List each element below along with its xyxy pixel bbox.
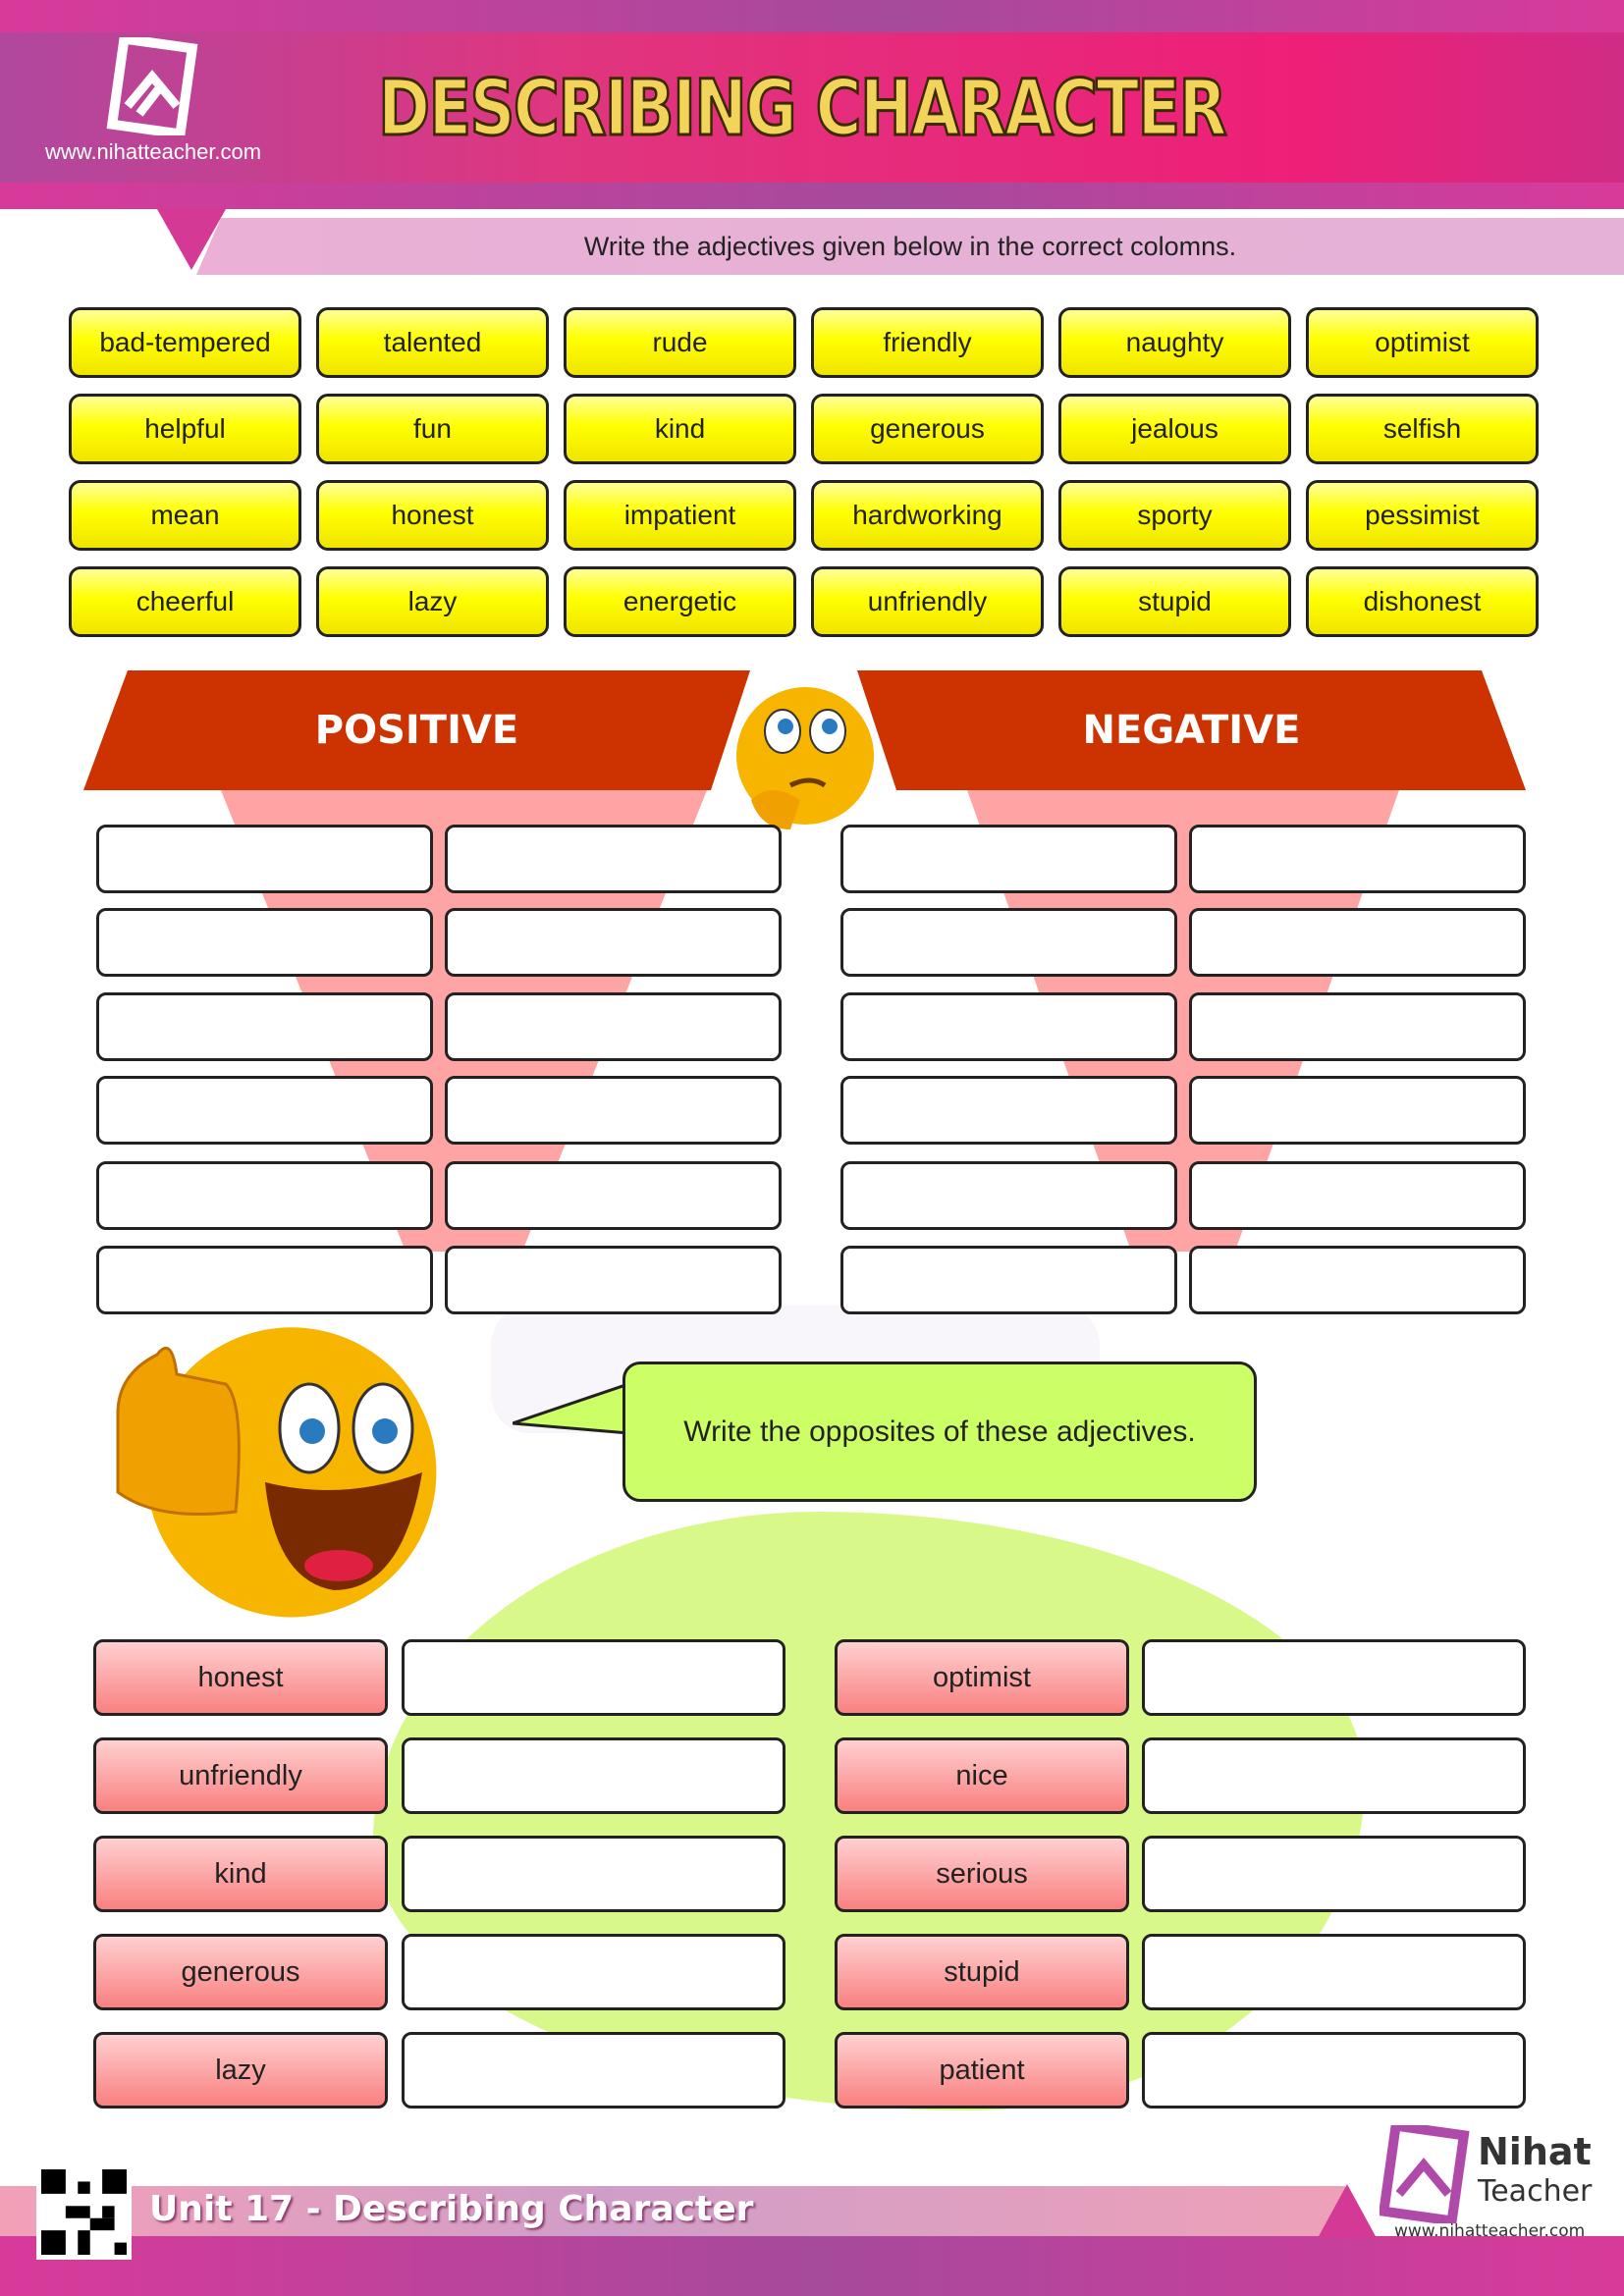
negative-answer-box[interactable] xyxy=(840,908,1177,977)
positive-answer-box[interactable] xyxy=(445,992,782,1061)
positive-label: POSITIVE xyxy=(314,708,519,753)
opposite-word-label: kind xyxy=(93,1836,388,1912)
positive-answer-box[interactable] xyxy=(96,908,433,977)
opposite-word-label: stupid xyxy=(835,1934,1129,2010)
opposites-instruction: Write the opposites of these adjectives. xyxy=(683,1415,1196,1448)
brand-subname: Teacher xyxy=(1478,2174,1593,2209)
negative-answer-box[interactable] xyxy=(1189,825,1526,893)
speech-bubble-tail xyxy=(513,1381,630,1435)
opposite-word-label: serious xyxy=(835,1836,1129,1912)
word-chip[interactable]: talented xyxy=(316,307,549,378)
word-chip[interactable]: dishonest xyxy=(1306,566,1539,637)
footer-unit-title: Unit 17 - Describing Character xyxy=(149,2189,754,2229)
word-chip[interactable]: pessimist xyxy=(1306,480,1539,551)
opposite-word-label: unfriendly xyxy=(93,1737,388,1814)
thinking-emoji-icon xyxy=(736,687,874,829)
negative-answer-box[interactable] xyxy=(1189,908,1526,977)
header-top-strip xyxy=(0,0,1624,32)
word-chip[interactable]: generous xyxy=(811,394,1044,464)
positive-answer-box[interactable] xyxy=(96,1161,433,1230)
footer-brand: Nihat Teacher www.nihatteacher.com xyxy=(1380,2125,1615,2243)
nihat-teacher-logo-icon xyxy=(1380,2125,1470,2223)
word-chip[interactable]: friendly xyxy=(811,307,1044,378)
negative-answer-box[interactable] xyxy=(1189,1246,1526,1314)
opposite-word-label: generous xyxy=(93,1934,388,2010)
negative-label: NEGATIVE xyxy=(1082,708,1301,753)
opposite-answer-box[interactable] xyxy=(402,1639,785,1716)
instruction-bar: Write the adjectives given below in the … xyxy=(196,218,1624,275)
opposite-answer-box[interactable] xyxy=(402,1836,785,1912)
word-chip[interactable]: honest xyxy=(316,480,549,551)
opposite-word-label: patient xyxy=(835,2032,1129,2109)
word-chip[interactable]: energetic xyxy=(564,566,796,637)
qr-code-icon[interactable] xyxy=(36,2164,132,2260)
word-chip[interactable]: unfriendly xyxy=(811,566,1044,637)
header-website: www.nihatteacher.com xyxy=(45,139,262,164)
header-banner xyxy=(0,32,1624,183)
negative-answer-box[interactable] xyxy=(840,1246,1177,1314)
word-chip[interactable]: selfish xyxy=(1306,394,1539,464)
word-chip[interactable]: stupid xyxy=(1058,566,1291,637)
footer-bar xyxy=(0,2186,1345,2236)
word-chip[interactable]: impatient xyxy=(564,480,796,551)
word-chip[interactable]: sporty xyxy=(1058,480,1291,551)
instruction-text: Write the adjectives given below in the … xyxy=(583,231,1237,261)
positive-answer-box[interactable] xyxy=(445,825,782,893)
word-chip[interactable]: helpful xyxy=(69,394,301,464)
opposite-answer-box[interactable] xyxy=(1142,1934,1526,2010)
word-chip[interactable]: kind xyxy=(564,394,796,464)
page-title: DESCRIBING CHARACTER xyxy=(377,64,1228,155)
opposite-answer-box[interactable] xyxy=(402,2032,785,2109)
positive-answer-box[interactable] xyxy=(96,1246,433,1314)
positive-answer-box[interactable] xyxy=(96,992,433,1061)
opposite-answer-box[interactable] xyxy=(1142,2032,1526,2109)
negative-answer-box[interactable] xyxy=(840,1076,1177,1145)
opposite-answer-box[interactable] xyxy=(1142,1836,1526,1912)
word-chip[interactable]: lazy xyxy=(316,566,549,637)
thumbs-up-emoji-icon xyxy=(116,1327,437,1618)
speech-bubble: Write the opposites of these adjectives. xyxy=(623,1362,1257,1502)
negative-answer-box[interactable] xyxy=(840,992,1177,1061)
negative-answer-box[interactable] xyxy=(1189,1161,1526,1230)
negative-header: NEGATIVE xyxy=(857,670,1526,790)
word-chip[interactable]: bad-tempered xyxy=(69,307,301,378)
header-bottom-band xyxy=(0,183,1624,209)
word-chip[interactable]: hardworking xyxy=(811,480,1044,551)
word-chip[interactable]: optimist xyxy=(1306,307,1539,378)
opposite-word-label: lazy xyxy=(93,2032,388,2109)
negative-answer-box[interactable] xyxy=(840,1161,1177,1230)
word-chip[interactable]: fun xyxy=(316,394,549,464)
positive-answer-box[interactable] xyxy=(445,1246,782,1314)
footer-website: www.nihatteacher.com xyxy=(1394,2221,1586,2241)
nihat-teacher-logo-icon xyxy=(106,37,198,135)
footer-band xyxy=(0,2236,1624,2296)
brand-name: Nihat xyxy=(1478,2130,1592,2173)
positive-answer-box[interactable] xyxy=(445,908,782,977)
word-chip[interactable]: cheerful xyxy=(69,566,301,637)
positive-answer-box[interactable] xyxy=(445,1076,782,1145)
word-chip[interactable]: rude xyxy=(564,307,796,378)
opposite-answer-box[interactable] xyxy=(1142,1737,1526,1814)
opposite-word-label: optimist xyxy=(835,1639,1129,1716)
opposite-answer-box[interactable] xyxy=(402,1737,785,1814)
word-chip[interactable]: jealous xyxy=(1058,394,1291,464)
positive-answer-box[interactable] xyxy=(96,825,433,893)
opposite-answer-box[interactable] xyxy=(1142,1639,1526,1716)
word-chip[interactable]: mean xyxy=(69,480,301,551)
negative-answer-box[interactable] xyxy=(1189,1076,1526,1145)
negative-answer-box[interactable] xyxy=(840,825,1177,893)
positive-answer-box[interactable] xyxy=(445,1161,782,1230)
negative-answer-box[interactable] xyxy=(1189,992,1526,1061)
opposite-word-label: nice xyxy=(835,1737,1129,1814)
opposite-word-label: honest xyxy=(93,1639,388,1716)
positive-answer-box[interactable] xyxy=(96,1076,433,1145)
word-chip[interactable]: naughty xyxy=(1058,307,1291,378)
opposite-answer-box[interactable] xyxy=(402,1934,785,2010)
positive-header: POSITIVE xyxy=(83,670,750,790)
